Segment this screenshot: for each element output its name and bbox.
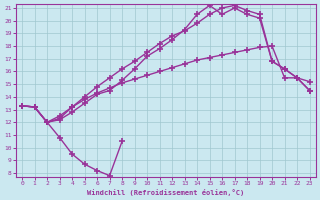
X-axis label: Windchill (Refroidissement éolien,°C): Windchill (Refroidissement éolien,°C): [87, 189, 244, 196]
